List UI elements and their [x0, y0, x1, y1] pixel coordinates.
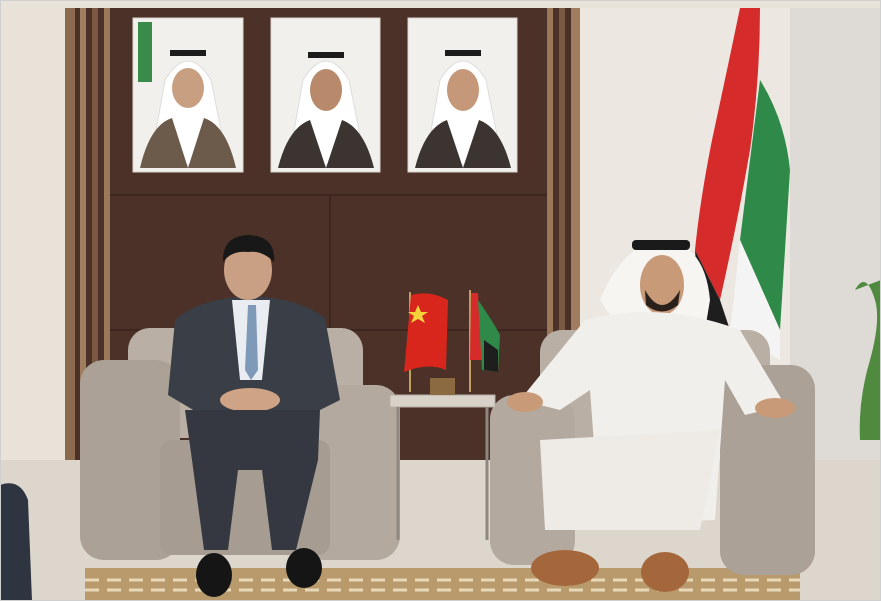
portrait	[132, 17, 244, 173]
flag-green	[740, 80, 790, 330]
beard	[645, 290, 680, 312]
flag-star	[408, 305, 428, 323]
flag-detail	[138, 22, 152, 82]
face	[172, 68, 204, 108]
strip	[547, 8, 553, 460]
agal	[170, 50, 206, 56]
table-top	[389, 394, 496, 408]
kandura-lower	[540, 430, 720, 530]
tie	[245, 305, 258, 380]
uae-small-flag	[484, 340, 498, 372]
plant	[855, 280, 881, 440]
kandura	[520, 312, 785, 525]
face	[447, 69, 479, 111]
face	[224, 240, 272, 300]
shoe	[641, 552, 689, 592]
flag-red	[695, 8, 760, 300]
panel-strips	[65, 8, 580, 460]
chair-arm	[720, 365, 815, 575]
hand	[755, 398, 795, 418]
portrait	[270, 17, 381, 173]
side-table	[389, 290, 500, 540]
robe	[278, 120, 374, 168]
robe	[415, 120, 511, 168]
face	[310, 69, 342, 111]
shoe	[196, 553, 232, 597]
agal	[632, 240, 690, 250]
hand	[507, 392, 543, 412]
trousers	[185, 410, 320, 550]
shoe	[531, 550, 599, 586]
right-man	[507, 240, 795, 592]
flag-stand	[430, 378, 455, 395]
carpet	[85, 568, 800, 601]
robe	[140, 118, 236, 168]
hands	[220, 388, 280, 412]
partial-person	[0, 483, 32, 601]
china-flag	[404, 293, 448, 372]
strip	[92, 8, 98, 460]
strip	[65, 8, 75, 460]
chair-arm	[80, 360, 180, 560]
shoe	[286, 548, 322, 588]
portrait	[407, 17, 518, 173]
strip	[571, 8, 580, 460]
strip	[104, 8, 110, 460]
agal	[308, 52, 344, 58]
strip	[80, 8, 86, 460]
agal	[445, 50, 481, 56]
hair	[222, 235, 275, 262]
left-man	[168, 235, 340, 597]
strip	[559, 8, 565, 460]
